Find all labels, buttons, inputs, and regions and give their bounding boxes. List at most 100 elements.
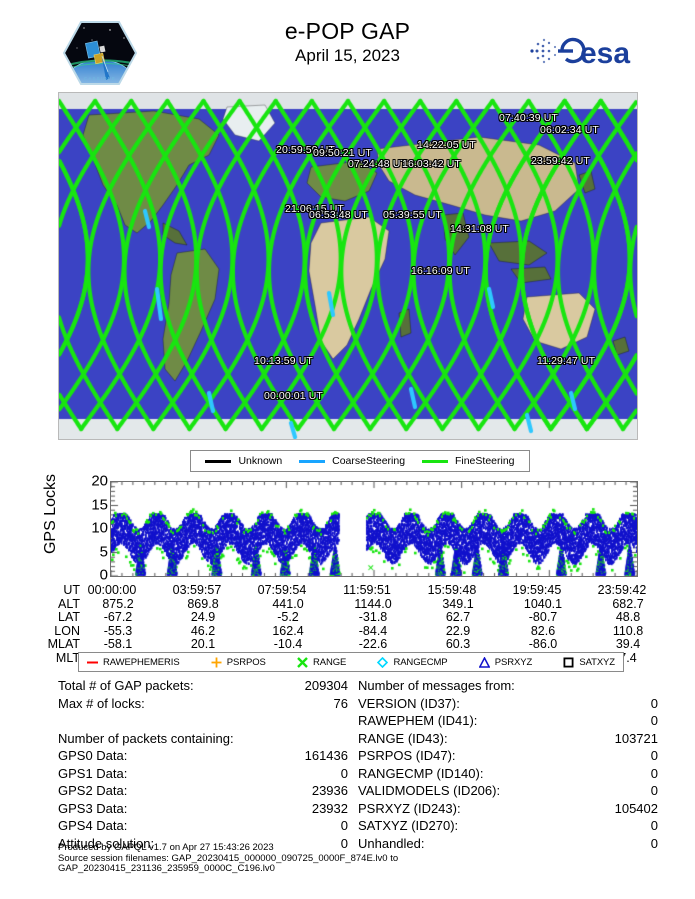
spacer bbox=[58, 713, 348, 731]
ephemeris-row-key: LON bbox=[54, 623, 80, 638]
packet-count-row: GPS0 Data: 161436 bbox=[58, 748, 348, 766]
packet-count-row: GPS1 Data: 0 bbox=[58, 766, 348, 784]
esa-logo-icon: esa bbox=[528, 30, 636, 72]
message-count-row: VERSION (ID37): 0 bbox=[358, 696, 658, 714]
ephemeris-cell: -22.6 bbox=[358, 637, 388, 652]
cassiope-mission-patch-icon: CASSIOPE bbox=[62, 20, 138, 86]
square-marker-icon bbox=[563, 656, 574, 667]
y-axis-tick-label: 20 bbox=[91, 472, 108, 490]
stat-label: RANGE (ID43): bbox=[358, 730, 448, 746]
stats-left-column: Total # of GAP packets: 209304 Max # of … bbox=[58, 678, 348, 853]
ephemeris-cell: -84.4 bbox=[358, 623, 388, 638]
max-locks-row: Max # of locks: 76 bbox=[58, 696, 348, 714]
chart-legend-label: RANGE bbox=[312, 656, 347, 668]
stat-value: 161436 bbox=[304, 748, 348, 763]
packet-count-row: GPS4 Data: 0 bbox=[58, 818, 348, 836]
page-date: April 15, 2023 bbox=[295, 46, 400, 65]
ephemeris-cell: 20.1 bbox=[190, 637, 216, 652]
message-count-row: Unhandled: 0 bbox=[358, 836, 658, 854]
message-count-row: PSRXYZ (ID243): 105402 bbox=[358, 801, 658, 819]
chart-legend-item: PSRPOS bbox=[211, 657, 266, 668]
packet-count-row: GPS2 Data: 23936 bbox=[58, 783, 348, 801]
diamond-marker-icon bbox=[377, 656, 389, 668]
ephemeris-row: LAT -67.2 24.9 -5.2 -31.8 62.7 -80.7 48.8 bbox=[0, 610, 695, 624]
ephemeris-cell: 82.6 bbox=[530, 623, 556, 638]
ephemeris-cell: -80.7 bbox=[528, 610, 558, 625]
ephemeris-cell: 682.7 bbox=[612, 596, 644, 611]
ephemeris-row: MLAT -58.1 20.1 -10.4 -22.6 60.3 -86.0 39.4 bbox=[0, 637, 695, 651]
map-timestamp-label: 11:29:47 UT bbox=[537, 355, 596, 367]
ephemeris-cell: 46.2 bbox=[190, 623, 216, 638]
map-timestamp-label: 16:03:42 UT bbox=[402, 158, 461, 170]
stat-label: PSRXYZ (ID243): bbox=[358, 800, 461, 816]
ephemeris-cell: 1040.1 bbox=[523, 596, 563, 611]
ephemeris-cell: 110.8 bbox=[612, 623, 644, 638]
packets-containing-rows: GPS0 Data: 161436 GPS1 Data: 0 GPS2 Data: 239… bbox=[58, 748, 348, 853]
gps-locks-scatter-chart bbox=[110, 481, 638, 577]
message-count-row: RAWEPHEM (ID41): 0 bbox=[358, 713, 658, 731]
chart-legend-item: RAWEPHEMERIS bbox=[87, 657, 180, 668]
message-count-row: PSRPOS (ID47): 0 bbox=[358, 748, 658, 766]
ephemeris-cell: 03:59:57 bbox=[172, 583, 222, 597]
stat-value: 0 bbox=[650, 783, 658, 798]
chart-legend-label: RAWEPHEMERIS bbox=[103, 656, 180, 668]
packets-containing-heading: Number of packets containing: bbox=[58, 730, 234, 746]
legend-line-swatch bbox=[421, 459, 448, 463]
message-count-row: VALIDMODELS (ID206): 0 bbox=[358, 783, 658, 801]
map-timestamp-label: 21:06:15 UT bbox=[285, 203, 344, 215]
legend-line-swatch bbox=[299, 459, 326, 463]
chart-y-axis-label: GPS Locks bbox=[42, 473, 59, 555]
map-legend-item: Unknown bbox=[205, 455, 282, 467]
map-legend-item: CoarseSteering bbox=[299, 455, 405, 467]
ephemeris-cell: -5.2 bbox=[277, 610, 299, 625]
map-timestamp-label: 07:24:48 UT bbox=[348, 158, 407, 170]
ephemeris-cell: -31.8 bbox=[358, 610, 388, 625]
ephemeris-cell: -67.2 bbox=[103, 610, 133, 625]
max-locks-label: Max # of locks: bbox=[58, 695, 145, 711]
ephemeris-cell: -10.4 bbox=[273, 637, 303, 652]
chart-legend-item: RANGE bbox=[297, 657, 346, 668]
plus-marker-icon bbox=[211, 657, 222, 667]
map-timestamp-label: 00:00:01 UT bbox=[264, 390, 323, 402]
ephemeris-cell: 869.8 bbox=[187, 596, 219, 611]
map-legend-label: CoarseSteering bbox=[332, 455, 406, 467]
ephemeris-row: UT 00:00:00 03:59:57 07:59:54 11:59:51 15:59:… bbox=[0, 583, 695, 597]
dash-marker-icon bbox=[87, 661, 98, 663]
ephemeris-cell: 1144.0 bbox=[354, 596, 392, 611]
chart-legend-label: SATXYZ bbox=[579, 656, 615, 668]
stat-label: PSRPOS (ID47): bbox=[358, 748, 456, 763]
stat-label: GPS0 Data: bbox=[58, 748, 128, 763]
ephemeris-cell: 62.7 bbox=[445, 610, 471, 625]
chart-legend-label: PSRXYZ bbox=[494, 656, 533, 668]
max-locks-value: 76 bbox=[333, 695, 348, 711]
map-timestamp-label: 06:53:48 UT bbox=[309, 209, 368, 221]
stat-value: 0 bbox=[650, 835, 658, 851]
stat-value: 0 bbox=[340, 835, 348, 851]
map-timestamp-label: 16:16:09 UT bbox=[411, 265, 470, 277]
ephemeris-cell: 875.2 bbox=[102, 596, 134, 611]
chart-canvas bbox=[111, 482, 637, 576]
footer-line-source-1: Source session filenames: GAP_20230415_0… bbox=[58, 852, 399, 864]
map-timestamp-label: 14:31:08 UT bbox=[450, 223, 509, 235]
messages-from-heading: Number of messages from: bbox=[358, 678, 515, 693]
stat-label: RAWEPHEM (ID41): bbox=[358, 713, 478, 728]
ephemeris-cell: 15:59:48 bbox=[427, 583, 477, 597]
ephemeris-cell: 441.0 bbox=[272, 596, 304, 611]
map-timestamp-label: 20:59:59 UT bbox=[276, 144, 335, 156]
ephemeris-cell: 07:59:54 bbox=[257, 583, 307, 597]
ephemeris-cell: 24.9 bbox=[190, 610, 216, 625]
total-packets-row: Total # of GAP packets: 209304 bbox=[58, 678, 348, 696]
map-timestamp-label: 05:39:55 UT bbox=[383, 209, 442, 221]
stat-label: VALIDMODELS (ID206): bbox=[358, 783, 501, 798]
stat-value: 0 bbox=[650, 748, 658, 763]
stat-label: VERSION (ID37): bbox=[358, 695, 460, 711]
stat-label: GPS4 Data: bbox=[58, 818, 128, 833]
ephemeris-row-key: MLT bbox=[55, 650, 80, 665]
map-timestamp-label: 09:50:21 UT bbox=[313, 147, 372, 159]
stat-label: Unhandled: bbox=[358, 835, 425, 851]
map-canvas bbox=[59, 93, 637, 439]
map-legend-label: FineSteering bbox=[454, 455, 515, 467]
chart-legend-label: RANGECMP bbox=[393, 656, 448, 668]
ephemeris-row: LON -55.3 46.2 162.4 -84.4 22.9 82.6 110.8 bbox=[0, 624, 695, 638]
world-map-ground-tracks: 07:40:39 UT 06:02:34 UT 20:59:59 UT 09:50:2… bbox=[58, 92, 638, 440]
